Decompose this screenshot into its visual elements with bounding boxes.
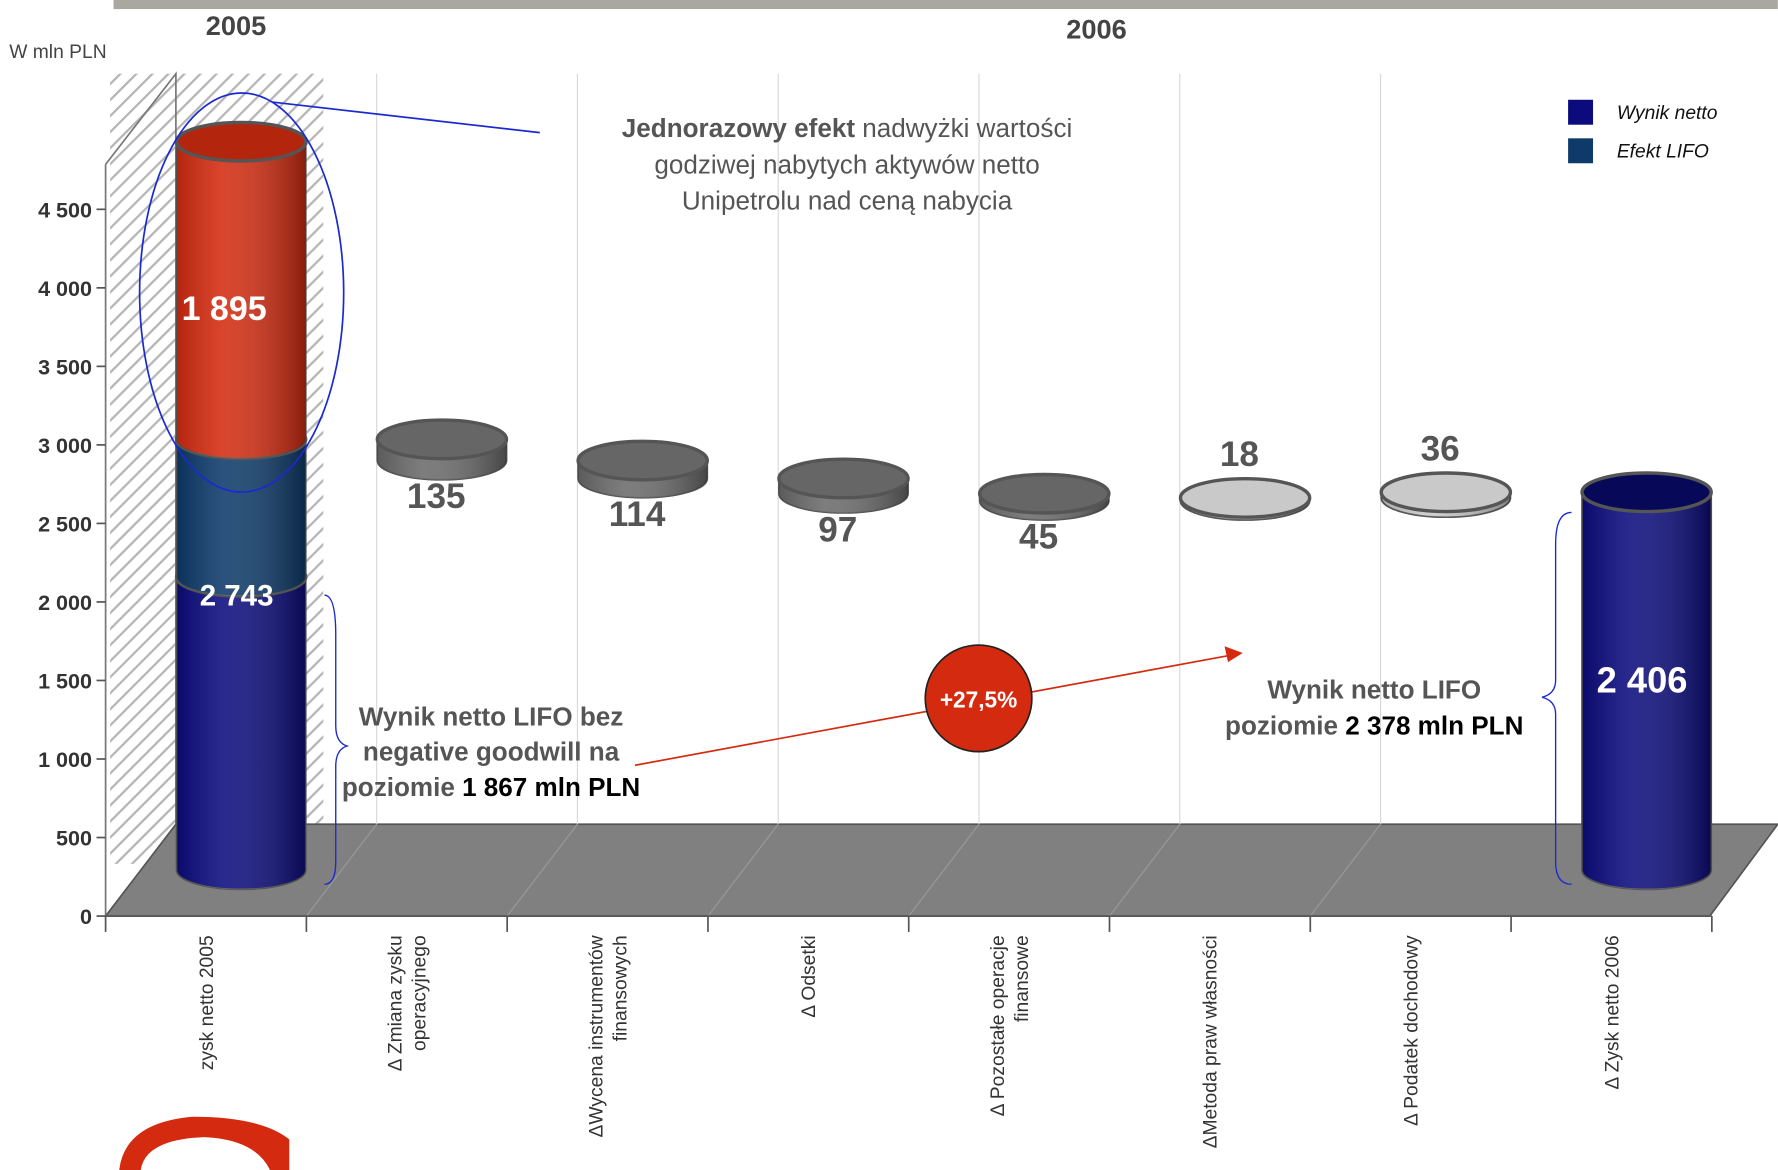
floor-line [908,823,980,917]
annotation-part: Wynik netto LIFO bez [359,702,624,732]
x-tick-label: zysk netto 2005 [197,935,218,1070]
annotation: poziomie 1 867 mln PLN [342,772,640,802]
floor-line [305,823,378,917]
x-tick-label: ΔMetoda praw własności [1201,935,1222,1148]
cylinder-top [174,120,308,163]
x-tick-label: operacyjnego [409,935,430,1051]
x-tick-label: Δ Podatek dochodowy [1401,935,1422,1126]
floor-line [506,823,578,917]
step-label: 45 [1019,517,1058,556]
y-tick-label: 4 500 [38,198,92,222]
y-tick-label: 2 000 [38,591,92,615]
annotation: negative goodwill na [363,737,620,767]
arrow-head [1224,646,1243,663]
total-label: 2 406 [1597,660,1688,701]
total-label: 2 743 [200,579,274,612]
x-tick-label: finansowych [610,935,631,1041]
highlight-ellipse [138,92,345,493]
growth-label: +27,5% [940,686,1017,712]
x-tick-label: Δ Pozostałe operacje [988,935,1009,1116]
annotation-part: nadwyżki wartości [855,113,1072,143]
annotation-part: 2 378 mln PLN [1345,711,1523,741]
callout-line [272,101,540,134]
step-label: 36 [1421,430,1460,469]
cylinder-top [977,472,1111,515]
cylinder-top [1580,471,1713,514]
annotation-part: Jednorazowy efekt [622,113,856,143]
period-label: 2006 [1066,14,1126,45]
floor-line [707,823,779,917]
legend-swatch [1568,99,1594,125]
annotations: Jednorazowy efekt nadwyżki wartości godzi… [342,113,1524,802]
annotation-part: godziwej nabytych aktywów netto [654,149,1039,179]
x-tick-label: Δ Zmiana zysku [386,935,407,1071]
logo [119,1116,290,1170]
y-tick-label: 1 000 [38,748,92,772]
cylinder-top [375,418,509,461]
step-label: 97 [818,510,857,549]
y-tick-label: 3 000 [38,434,92,458]
legend-swatch [1568,138,1594,164]
annotation-part: 1 867 mln PLN [462,772,640,802]
annotation-part: Unipetrolu nad ceną nabycia [682,186,1013,216]
cylinder-shade [176,576,306,890]
annotation-part: poziomie [1225,711,1345,741]
x-tick-label: ΔWycena instrumentów [586,935,607,1137]
cylinder-shade [176,439,306,597]
plot: zysk netto 2005 Δ Zmiana zysku operacyjneg… [174,120,1713,1148]
top-band [113,0,1778,10]
cylinder-top [1178,476,1312,519]
legend-label: Wynik netto [1617,103,1718,124]
annotation: Wynik netto LIFO [1267,674,1481,704]
annotation: poziomie 2 378 mln PLN [1225,711,1523,741]
y-tick-label: 0 [80,905,92,929]
y-tick-label: 3 500 [38,355,92,379]
y-tick-label: 4 000 [38,277,92,301]
annotation: godziwej nabytych aktywów netto [654,149,1039,179]
annotation-part: negative goodwill na [363,737,620,767]
floor-line [1109,823,1181,917]
unit-label: W mln PLN [9,42,106,63]
one-time-label: 1 895 [182,290,267,328]
y-tick-label: 500 [56,826,92,850]
growth-badge [924,644,1033,753]
step-label: 135 [407,477,466,516]
annotation: Wynik netto LIFO bez [359,702,624,732]
floor [103,823,1778,917]
back-grid: 0 500 1 000 1 500 2 000 2 500 3 000 3 500 4 000 4… [38,73,1713,932]
cylinder-top [777,457,910,500]
cylinder-shade [176,141,306,459]
period-label: 2005 [206,10,266,41]
x-tick-label: Δ Zysk netto 2006 [1602,935,1623,1089]
annotation: Unipetrolu nad ceną nabycia [682,186,1013,216]
annotation: Jednorazowy efekt nadwyżki wartości [622,113,1072,143]
annotation-part: Wynik netto LIFO [1267,674,1481,704]
annotation-part: poziomie [342,772,462,802]
x-tick-label: Δ Odsetki [799,935,820,1017]
step-label: 18 [1220,435,1259,474]
floor-line [1309,823,1382,917]
step-label: 114 [609,495,666,534]
y-tick-label: 1 500 [38,669,92,693]
cylinder-top [576,439,710,482]
legend-label: Efekt LIFO [1617,142,1709,163]
cylinder-shade [1581,492,1712,890]
cylinder-top [1379,471,1513,514]
bracket [324,594,350,885]
x-tick-label: finansowe [1012,935,1033,1022]
bracket [1541,511,1572,885]
legend: Wynik netto Efekt LIFO [1568,99,1718,164]
y-tick-label: 2 500 [38,512,92,536]
